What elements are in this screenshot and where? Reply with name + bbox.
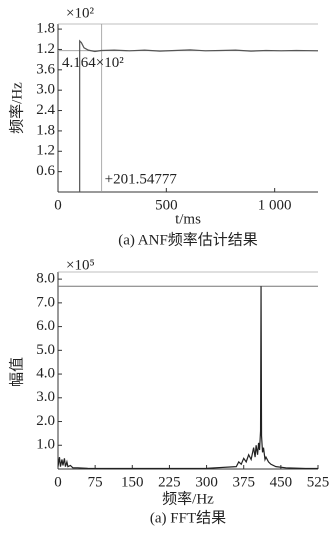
y-tick-label: 2.4 <box>36 102 55 118</box>
y-tick-label: 1.0 <box>36 437 55 453</box>
x-tick-label: 525 <box>307 474 330 490</box>
y-tick-label: 1.2 <box>36 143 55 159</box>
y-tick-label: 3.6 <box>36 61 55 77</box>
y-tick-label: 0.6 <box>36 163 55 179</box>
x-tick-label: 500 <box>155 197 178 213</box>
y-axis-label: 幅值 <box>8 357 25 387</box>
x-tick-label: 75 <box>88 474 103 490</box>
cursor-x-label: +201.54777 <box>105 171 178 187</box>
y-tick-label: 3.0 <box>36 82 55 98</box>
x-tick-label: 450 <box>270 474 293 490</box>
y-tick-label: 6.0 <box>36 318 55 334</box>
caption: (a) FFT结果 <box>150 509 226 526</box>
y-tick-label: 2.0 <box>36 413 55 429</box>
y-tick-label: 7.0 <box>36 294 55 310</box>
x-tick-label: 300 <box>195 474 218 490</box>
x-tick-label: 375 <box>232 474 255 490</box>
x-tick-label: 0 <box>54 197 62 213</box>
x-tick-label: 1 000 <box>258 197 292 213</box>
y-multiplier: ×10² <box>66 5 94 21</box>
y-tick-label: 3.0 <box>36 389 55 405</box>
data-line <box>57 286 318 470</box>
data-line <box>79 39 319 192</box>
x-tick-label: 225 <box>158 474 181 490</box>
x-tick-label: 150 <box>121 474 144 490</box>
y-axis-label: 频率/Hz <box>8 82 25 134</box>
y-tick-label: 1.2 <box>36 41 55 57</box>
y-tick-label: 1.8 <box>36 21 55 37</box>
x-tick-label: 0 <box>54 474 62 490</box>
y-multiplier: ×10⁵ <box>66 257 95 273</box>
y-tick-label: 4.0 <box>36 365 55 381</box>
y-tick-label: 1.8 <box>36 122 55 138</box>
y-tick-label: 8.0 <box>36 271 55 287</box>
cursor-y-label: 4.164×10² <box>62 55 124 71</box>
caption: (a) ANF频率估计结果 <box>118 231 258 248</box>
x-axis-label: 频率/Hz <box>162 490 214 507</box>
x-axis-label: t/ms <box>175 211 201 227</box>
y-tick-label: 5.0 <box>36 342 55 358</box>
